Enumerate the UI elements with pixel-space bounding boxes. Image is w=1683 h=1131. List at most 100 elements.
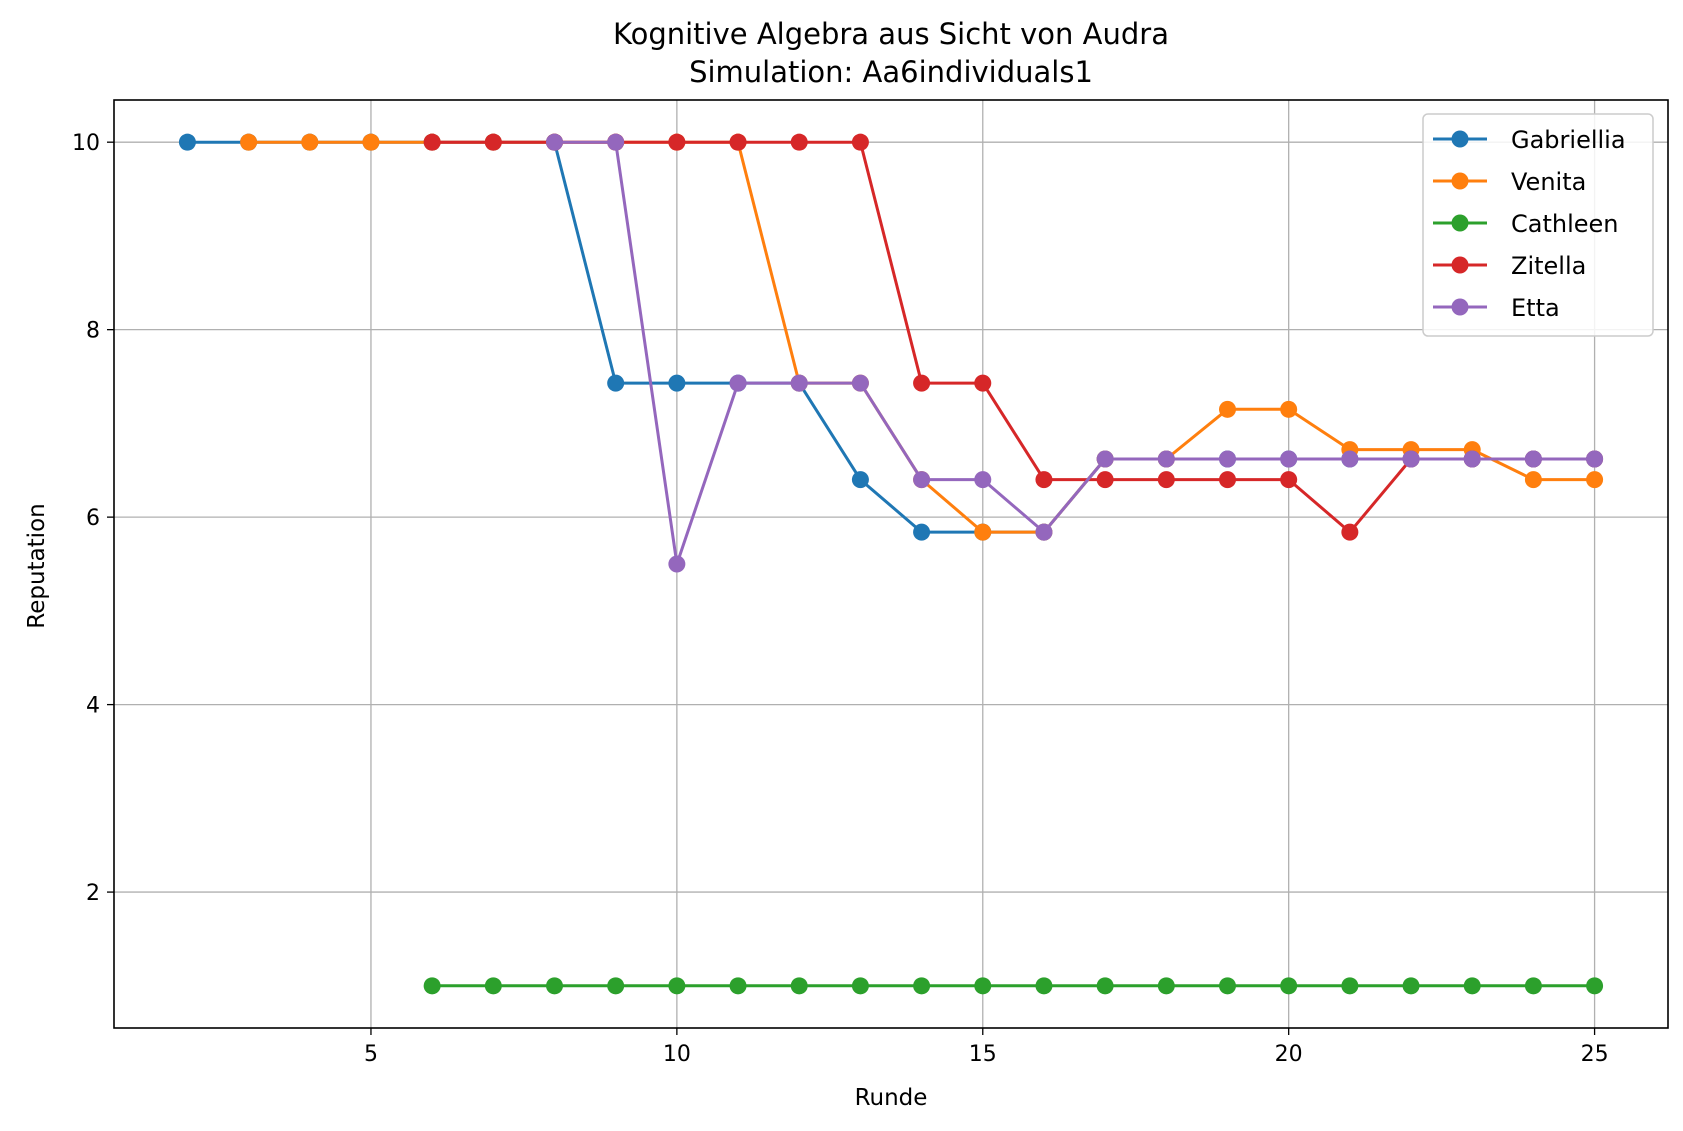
data-point (1524, 977, 1542, 995)
series-line-etta (554, 140, 1595, 566)
x-axis-label: Runde (855, 1085, 928, 1111)
legend-label: Venita (1511, 168, 1586, 196)
data-point (1341, 450, 1359, 468)
data-point (607, 977, 625, 995)
data-point (1035, 977, 1053, 995)
data-point (423, 133, 441, 151)
legend-label: Zitella (1511, 252, 1586, 280)
data-point (1280, 450, 1298, 468)
data-point (1402, 450, 1420, 468)
data-point (423, 977, 441, 995)
data-point (851, 374, 869, 392)
data-point (546, 977, 564, 995)
data-point (913, 374, 931, 392)
legend-label: Gabriellia (1511, 126, 1626, 154)
x-tick-label: 25 (1581, 1042, 1609, 1067)
x-tick-label: 15 (969, 1042, 997, 1067)
plot-area-frame (113, 99, 1669, 1029)
data-point (1341, 523, 1359, 541)
data-point (362, 133, 380, 151)
data-point (607, 374, 625, 392)
data-point (851, 977, 869, 995)
data-point (729, 977, 747, 995)
data-point (1218, 471, 1236, 489)
y-axis-label: Reputation (24, 503, 50, 628)
data-point (1402, 977, 1420, 995)
data-point (913, 471, 931, 489)
x-tick-label: 20 (1275, 1042, 1303, 1067)
y-tick-label: 10 (72, 131, 100, 156)
data-point (851, 471, 869, 489)
data-point (178, 133, 196, 151)
data-point (1280, 471, 1298, 489)
legend-marker (1451, 298, 1469, 316)
chart-title: Kognitive Algebra aus Sicht von Audra (613, 17, 1169, 51)
data-point (1280, 977, 1298, 995)
data-point (974, 374, 992, 392)
legend-marker (1451, 256, 1469, 274)
data-point (974, 471, 992, 489)
data-point (974, 523, 992, 541)
data-point (1586, 450, 1604, 468)
data-point (729, 133, 747, 151)
y-tick-label: 8 (86, 319, 100, 344)
data-point (729, 374, 747, 392)
data-point (668, 977, 686, 995)
series-group (178, 133, 1604, 995)
chart-subtitle: Simulation: Aa6individuals1 (689, 55, 1093, 89)
data-point (1157, 977, 1175, 995)
y-tick-label: 4 (86, 694, 100, 719)
legend-item-gabriellia: Gabriellia (1433, 126, 1626, 154)
data-point (1035, 523, 1053, 541)
y-tick-label: 2 (86, 881, 100, 906)
y-tick-label: 6 (86, 506, 100, 531)
data-point (668, 374, 686, 392)
data-point (1035, 471, 1053, 489)
data-point (484, 133, 502, 151)
data-point (790, 374, 808, 392)
data-point (913, 523, 931, 541)
data-point (1218, 450, 1236, 468)
data-point (1157, 450, 1175, 468)
data-point (1586, 471, 1604, 489)
data-point (607, 133, 625, 151)
data-point (1524, 471, 1542, 489)
axis-ticks: 5 10 15 20 25 2 4 6 8 10 (72, 131, 1609, 1067)
data-point (1096, 450, 1114, 468)
data-point (1096, 471, 1114, 489)
data-point (1218, 400, 1236, 418)
legend-item-etta: Etta (1433, 294, 1560, 322)
data-point (790, 977, 808, 995)
data-point (240, 133, 258, 151)
data-point (1524, 450, 1542, 468)
series-line-zitella (432, 140, 1595, 534)
data-point (1586, 977, 1604, 995)
data-point (913, 977, 931, 995)
x-tick-label: 10 (663, 1042, 691, 1067)
data-point (1463, 977, 1481, 995)
legend-label: Cathleen (1511, 210, 1619, 238)
legend: Gabriellia Venita Cathleen Zitella Etta (1422, 113, 1654, 337)
data-point (668, 133, 686, 151)
legend-item-zitella: Zitella (1433, 252, 1586, 280)
data-point (301, 133, 319, 151)
legend-marker (1451, 214, 1469, 232)
data-point (1157, 471, 1175, 489)
legend-box (1422, 113, 1654, 337)
data-point (851, 133, 869, 151)
legend-marker (1451, 130, 1469, 148)
legend-marker (1451, 172, 1469, 190)
data-point (790, 133, 808, 151)
data-point (1096, 977, 1114, 995)
data-point (1341, 977, 1359, 995)
data-point (1218, 977, 1236, 995)
data-point (668, 555, 686, 573)
data-point (974, 977, 992, 995)
x-tick-label: 5 (364, 1042, 378, 1067)
data-point (1280, 400, 1298, 418)
data-point (484, 977, 502, 995)
data-point (546, 133, 564, 151)
series-etta (546, 133, 1604, 573)
